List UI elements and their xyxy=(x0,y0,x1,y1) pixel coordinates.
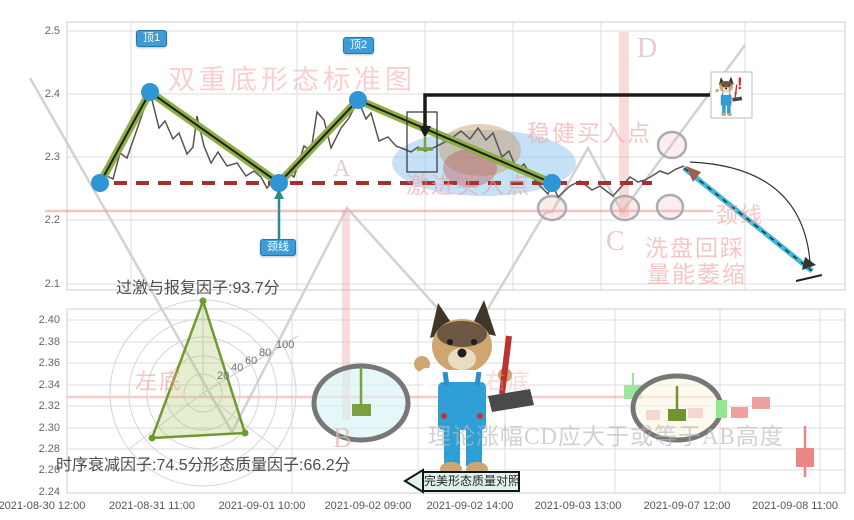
radar-scale-tick: 80 xyxy=(259,347,272,359)
pattern-point-markers[interactable] xyxy=(91,83,561,192)
xtick-date: 2021-08-30 12:00 xyxy=(0,500,86,512)
bottom-ytick: 2.24 xyxy=(38,486,60,498)
watermark-right-bottom: 右底 xyxy=(484,369,533,394)
marker-top2[interactable]: 顶2 xyxy=(343,37,375,54)
bottom-ytick: 2.26 xyxy=(38,464,60,476)
pullback-measure xyxy=(682,161,823,282)
perfect-pattern-compare-button[interactable]: 完美形态质量对照 xyxy=(422,471,520,492)
measure-start-arrow-icon xyxy=(686,166,701,182)
radar-factor-bottom-right: 形态质量因子:66.2分 xyxy=(203,457,351,474)
up-arrow-icon xyxy=(274,189,284,199)
marker-neckline[interactable]: 颈线 xyxy=(260,239,296,256)
watermark-letter-a: A xyxy=(333,156,351,182)
watermark-aggressive-buy: 激进买入点 xyxy=(406,172,531,198)
xtick-date: 2021-08-31 11:00 xyxy=(108,500,196,512)
radar-scale-tick: 40 xyxy=(231,362,244,374)
radar-scale-tick: 100 xyxy=(276,339,295,351)
bottom-ytick: 2.28 xyxy=(38,443,60,455)
xtick-date: 2021-09-08 11:00 xyxy=(751,500,839,512)
down-arrow-icon xyxy=(419,126,431,138)
top-ytick: 2.3 xyxy=(44,151,60,163)
alert-exclamation: ! xyxy=(737,74,743,93)
radar-factor-top: 过激与报复因子:93.7分 xyxy=(116,280,280,297)
watermark-theory: 理论涨幅CD应大于或等于AB高度 xyxy=(428,424,784,449)
top-ytick: 2.1 xyxy=(44,278,60,290)
marker-top1[interactable]: 顶1 xyxy=(136,30,168,47)
watermark-letter-b: B xyxy=(333,423,352,454)
bottom-candles xyxy=(311,363,814,477)
watermark-left-bottom: 左底 xyxy=(135,369,184,394)
xtick-date: 2021-09-01 10:00 xyxy=(218,500,306,512)
radar-polygon xyxy=(150,297,247,440)
radar-chart xyxy=(109,297,297,487)
xtick-date: 2021-09-07 12:00 xyxy=(643,500,731,512)
arc-arrow-icon xyxy=(802,257,816,270)
bottom-ytick: 2.36 xyxy=(38,357,60,369)
radar-scale-tick: 60 xyxy=(245,355,258,367)
top-ytick: 2.5 xyxy=(44,25,60,37)
top-ytick: 2.2 xyxy=(44,214,60,226)
watermark-letter-c: C xyxy=(606,226,625,257)
watermark-volume-shrink: 量能萎缩 xyxy=(647,261,747,287)
watermark-neckline: 颈线 xyxy=(716,203,765,228)
top-ytick: 2.4 xyxy=(44,88,60,100)
radar-scale-tick: 20 xyxy=(217,370,230,382)
xtick-date: 2021-09-02 14:00 xyxy=(426,500,514,512)
watermark-title: 双重底形态标准图 xyxy=(168,65,416,95)
bottom-ytick: 2.30 xyxy=(38,422,60,434)
radar-factor-bottom-left: 时序衰减因子:74.5分 xyxy=(56,457,204,474)
left-arrow-icon xyxy=(403,468,424,494)
dog-alert-box xyxy=(710,71,753,119)
watermark-steady-buy: 稳健买入点 xyxy=(527,120,652,146)
xtick-date: 2021-09-02 09:00 xyxy=(324,500,412,512)
bottom-ytick: 2.32 xyxy=(38,400,60,412)
watermark-washout: 洗盘回踩 xyxy=(645,235,745,261)
watermark-letter-d: D xyxy=(637,33,658,64)
bottom-ytick: 2.40 xyxy=(38,314,60,326)
bottom-ytick: 2.38 xyxy=(38,336,60,348)
standard-pattern-watermark xyxy=(28,32,747,435)
bottom-ytick: 2.34 xyxy=(38,379,60,391)
stealth-buy-annotation xyxy=(406,93,710,173)
xtick-date: 2021-09-03 13:00 xyxy=(534,500,622,512)
